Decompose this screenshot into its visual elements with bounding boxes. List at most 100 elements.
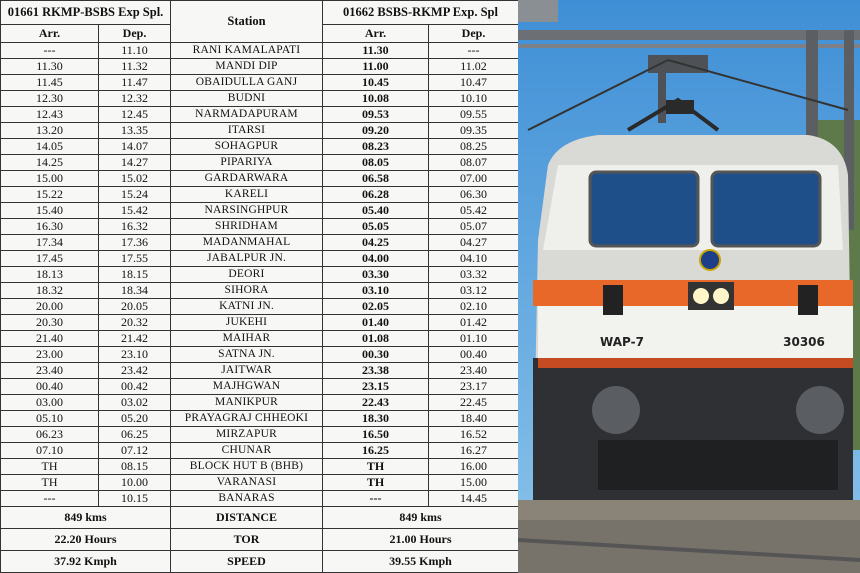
- timetable-row: 05.10 05.20 PRAYAGRAJ CHHEOKI 18.30 18.40: [0, 410, 519, 427]
- left-arrival: 23.40: [0, 362, 99, 379]
- right-arrival: TH: [322, 458, 429, 475]
- left-arrival: 15.40: [0, 202, 99, 219]
- right-summary: 39.55 Kmph: [322, 550, 519, 573]
- right-departure: 09.55: [428, 106, 519, 123]
- right-departure: 05.42: [428, 202, 519, 219]
- station-name: MANIKPUR: [170, 394, 323, 411]
- right-arrival: 03.30: [322, 266, 429, 283]
- summary-label: DISTANCE: [170, 506, 323, 529]
- right-arrival: 18.30: [322, 410, 429, 427]
- right-arrival: 16.25: [322, 442, 429, 459]
- station-name: NARSINGHPUR: [170, 202, 323, 219]
- station-name: JABALPUR JN.: [170, 250, 323, 267]
- left-arrival: 03.00: [0, 394, 99, 411]
- right-summary: 21.00 Hours: [322, 528, 519, 551]
- timetable-row: 13.20 13.35 ITARSI 09.20 09.35: [0, 122, 519, 139]
- left-departure: 10.00: [98, 474, 171, 491]
- left-departure: 17.36: [98, 234, 171, 251]
- timetable-row: 23.00 23.10 SATNA JN. 00.30 00.40: [0, 346, 519, 363]
- timetable-row: 17.34 17.36 MADANMAHAL 04.25 04.27: [0, 234, 519, 251]
- left-departure: 06.25: [98, 426, 171, 443]
- left-arrival: 18.32: [0, 282, 99, 299]
- right-arrival: 11.30: [322, 42, 429, 59]
- left-arrival: 15.22: [0, 186, 99, 203]
- station-name: KARELI: [170, 186, 323, 203]
- timetable-row: 12.43 12.45 NARMADAPURAM 09.53 09.55: [0, 106, 519, 123]
- summary-row: 37.92 Kmph SPEED 39.55 Kmph: [0, 550, 519, 573]
- right-arrival: 11.00: [322, 58, 429, 75]
- station-name: PRAYAGRAJ CHHEOKI: [170, 410, 323, 427]
- timetable-row: 12.30 12.32 BUDNI 10.08 10.10: [0, 90, 519, 107]
- station-name: MAIHAR: [170, 330, 323, 347]
- timetable-row: 11.45 11.47 OBAIDULLA GANJ 10.45 10.47: [0, 74, 519, 91]
- station-name: SOHAGPUR: [170, 138, 323, 155]
- left-departure: 14.07: [98, 138, 171, 155]
- right-departure: 23.40: [428, 362, 519, 379]
- right-departure: 03.12: [428, 282, 519, 299]
- right-arrival: 04.25: [322, 234, 429, 251]
- col-header: Arr.: [0, 24, 99, 43]
- left-departure: 08.15: [98, 458, 171, 475]
- left-arrival: 11.45: [0, 74, 99, 91]
- station-name: DEORI: [170, 266, 323, 283]
- station-name: RANI KAMALAPATI: [170, 42, 323, 59]
- loco-class: WAP-7: [600, 335, 644, 349]
- station-name: ITARSI: [170, 122, 323, 139]
- left-arrival: TH: [0, 474, 99, 491]
- station-name: GARDARWARA: [170, 170, 323, 187]
- right-departure: 16.27: [428, 442, 519, 459]
- right-arrival: 06.58: [322, 170, 429, 187]
- timetable-row: 18.13 18.15 DEORI 03.30 03.32: [0, 266, 519, 283]
- right-departure: 16.52: [428, 426, 519, 443]
- station-name: CHUNAR: [170, 442, 323, 459]
- left-arrival: 18.13: [0, 266, 99, 283]
- timetable-row: 20.30 20.32 JUKEHI 01.40 01.42: [0, 314, 519, 331]
- timetable-row: --- 10.15 BANARAS --- 14.45: [0, 490, 519, 507]
- left-summary: 849 kms: [0, 506, 171, 529]
- station-name: SHRIDHAM: [170, 218, 323, 235]
- station-name: MANDI DIP: [170, 58, 323, 75]
- right-departure: 14.45: [428, 490, 519, 507]
- left-arrival: 07.10: [0, 442, 99, 459]
- left-arrival: 14.25: [0, 154, 99, 171]
- station-name: MAJHGWAN: [170, 378, 323, 395]
- right-departure: 06.30: [428, 186, 519, 203]
- right-departure: 23.17: [428, 378, 519, 395]
- header-row: 01661 RKMP-BSBS Exp Spl. Station 01662 B…: [0, 0, 519, 43]
- left-arrival: 20.00: [0, 298, 99, 315]
- station-name: MIRZAPUR: [170, 426, 323, 443]
- left-departure: 03.02: [98, 394, 171, 411]
- right-departure: 09.35: [428, 122, 519, 139]
- timetable-row: 21.40 21.42 MAIHAR 01.08 01.10: [0, 330, 519, 347]
- left-summary: 22.20 Hours: [0, 528, 171, 551]
- left-departure: 05.20: [98, 410, 171, 427]
- left-arrival: 17.45: [0, 250, 99, 267]
- timetable-row: 14.05 14.07 SOHAGPUR 08.23 08.25: [0, 138, 519, 155]
- left-arrival: 12.30: [0, 90, 99, 107]
- timetable-row: 23.40 23.42 JAITWAR 23.38 23.40: [0, 362, 519, 379]
- right-departure: 05.07: [428, 218, 519, 235]
- left-departure: 15.24: [98, 186, 171, 203]
- station-name: BANARAS: [170, 490, 323, 507]
- right-arrival: 23.38: [322, 362, 429, 379]
- timetable-row: 14.25 14.27 PIPARIYA 08.05 08.07: [0, 154, 519, 171]
- timetable-row: 17.45 17.55 JABALPUR JN. 04.00 04.10: [0, 250, 519, 267]
- right-train: 01662 BSBS-RKMP Exp. Spl: [322, 0, 519, 25]
- timetable-row: 11.30 11.32 MANDI DIP 11.00 11.02: [0, 58, 519, 75]
- right-departure: 08.07: [428, 154, 519, 171]
- right-arrival: 04.00: [322, 250, 429, 267]
- left-arrival: 15.00: [0, 170, 99, 187]
- right-departure: 22.45: [428, 394, 519, 411]
- right-departure: 00.40: [428, 346, 519, 363]
- left-departure: 18.15: [98, 266, 171, 283]
- right-departure: 04.10: [428, 250, 519, 267]
- right-departure: 01.42: [428, 314, 519, 331]
- timetable-row: 03.00 03.02 MANIKPUR 22.43 22.45: [0, 394, 519, 411]
- left-arrival: 00.40: [0, 378, 99, 395]
- timetable-row: 06.23 06.25 MIRZAPUR 16.50 16.52: [0, 426, 519, 443]
- left-departure: 23.42: [98, 362, 171, 379]
- right-arrival: 10.45: [322, 74, 429, 91]
- right-departure: 18.40: [428, 410, 519, 427]
- left-arrival: 12.43: [0, 106, 99, 123]
